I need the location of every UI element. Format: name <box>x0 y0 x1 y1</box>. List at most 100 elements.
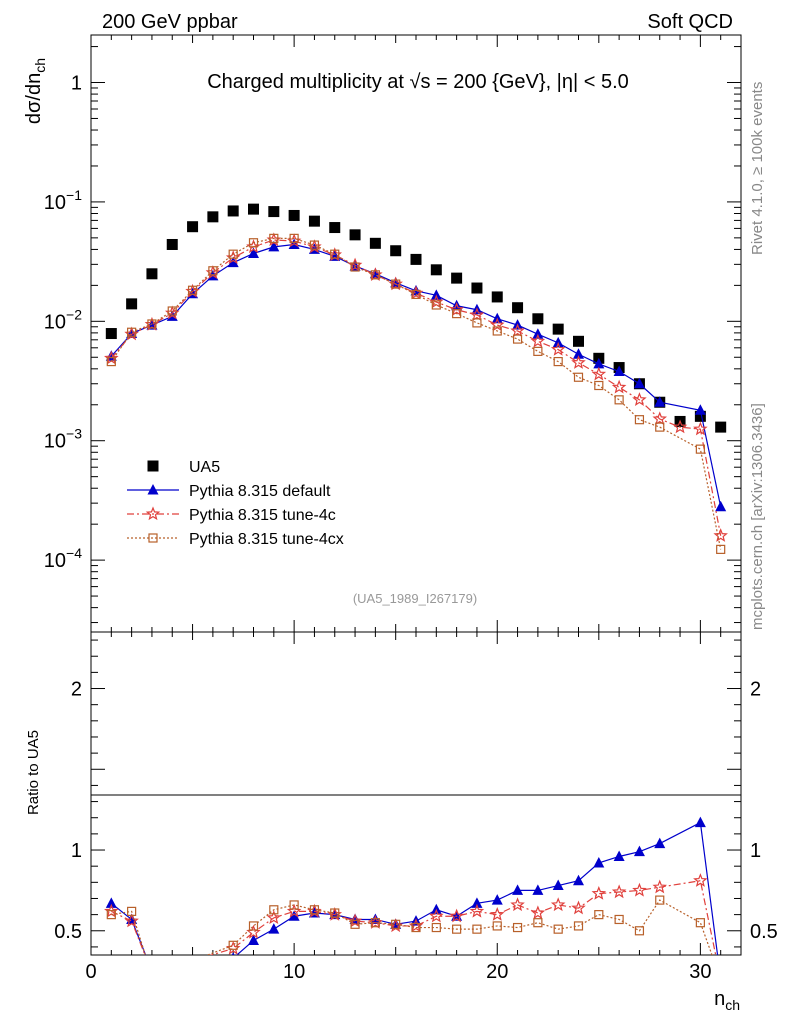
main-point <box>288 209 300 221</box>
main-point <box>715 421 727 433</box>
main-point <box>147 319 157 329</box>
ratio-point <box>715 973 726 984</box>
main-point <box>591 366 607 381</box>
main-point <box>716 544 726 554</box>
ratio-series-0 <box>105 816 726 984</box>
y-tick-label-right: 2 <box>750 679 761 701</box>
main-point <box>489 317 505 332</box>
ratio-point <box>106 910 116 920</box>
ratio-point <box>146 965 157 976</box>
ratio-point <box>593 856 605 868</box>
x-tick-label: 20 <box>486 961 508 983</box>
ratio-point <box>633 845 645 857</box>
main-point <box>452 309 462 319</box>
main-point <box>512 334 523 344</box>
main-point <box>694 410 706 422</box>
main-point <box>532 328 544 339</box>
ratio-series <box>104 816 726 984</box>
ratio-series-line <box>110 821 719 955</box>
x-tick-label: 30 <box>689 961 711 983</box>
ratio-point <box>146 967 157 978</box>
ratio-point <box>634 926 645 936</box>
ratio-point <box>411 922 421 933</box>
ratio-series-line <box>111 899 713 955</box>
main-point <box>127 327 137 337</box>
main-point <box>693 421 708 436</box>
ratio-point <box>347 913 363 928</box>
main-point <box>694 404 706 415</box>
y-tick-label: 10−4 <box>44 545 82 572</box>
ratio-series-2 <box>106 895 713 980</box>
main-point <box>632 392 647 407</box>
main-point <box>126 298 138 310</box>
xlabel: nch <box>714 988 740 1013</box>
main-point <box>715 500 727 512</box>
main-point <box>512 302 524 314</box>
main-point <box>308 215 320 227</box>
main-point <box>208 266 218 276</box>
legend: UA5 Pythia 8.315 default Pythia 8.315 tune… <box>127 459 344 548</box>
main-series-3 <box>106 233 726 554</box>
main-series-line <box>110 237 722 550</box>
main-point <box>391 279 401 289</box>
ratio-point <box>228 940 238 950</box>
ratio-series-line <box>111 880 717 955</box>
main-point <box>289 233 299 243</box>
main-point <box>207 211 219 223</box>
main-point <box>713 528 728 542</box>
svg-text:dσ/dnch: dσ/dnch <box>23 58 48 124</box>
main-point <box>309 240 320 250</box>
axis-ticks: 0 10 20 30 1 10−1 10−2 10−3 10−4 0.5 0.5 1 1 2 2 <box>44 35 778 983</box>
main-point <box>614 395 624 405</box>
ratio-point <box>269 905 279 915</box>
ratio-point <box>632 882 647 897</box>
main-point <box>166 238 178 250</box>
ratio-point <box>571 900 586 915</box>
ratio-point <box>492 921 502 931</box>
ratio-point <box>553 924 563 934</box>
rivet-label: Rivet 4.1.0, ≥ 100k events <box>749 82 766 255</box>
ratio-point <box>148 972 156 980</box>
main-point <box>492 326 502 336</box>
main-point <box>672 419 688 434</box>
main-point <box>369 237 381 249</box>
main-point <box>613 365 625 376</box>
ratio-point <box>613 850 625 861</box>
ratio-point <box>268 923 280 934</box>
main-point <box>451 272 463 284</box>
main-point <box>594 380 604 391</box>
ratio-point <box>127 906 137 916</box>
main-point <box>552 323 564 335</box>
header-right: Soft QCD <box>647 11 733 33</box>
header-left: 200 GeV ppbar <box>102 11 238 33</box>
y-tick-label-right: 1 <box>750 840 761 862</box>
y-tick-label: 1 <box>71 73 82 95</box>
main-point <box>654 396 666 407</box>
chart-title: Charged multiplicity at √s = 200 {GeV}, … <box>207 71 629 93</box>
ratio-point <box>431 922 441 933</box>
ratio-point <box>532 884 544 895</box>
mcplots-label: mcplots.cern.ch [arXiv:1306.3436] <box>749 403 766 630</box>
main-point <box>330 249 340 259</box>
main-point <box>633 377 645 389</box>
ratio-point <box>350 919 360 929</box>
ratio-point <box>471 897 483 908</box>
ratio-point <box>552 879 564 891</box>
main-point <box>349 229 361 241</box>
ratio-point <box>489 906 505 921</box>
main-point <box>491 291 503 303</box>
main-point <box>248 238 259 248</box>
ratio-plot-frame <box>90 631 742 956</box>
main-point <box>187 221 199 233</box>
ratio-point <box>289 900 299 910</box>
legend-marker <box>148 533 158 543</box>
ratio-point <box>512 884 524 895</box>
main-point <box>593 357 605 369</box>
ratio-point <box>573 921 584 931</box>
ratio-series-1 <box>104 873 717 978</box>
legend-marker <box>147 484 159 495</box>
main-point <box>430 264 442 276</box>
main-point <box>105 328 117 340</box>
ratio-point <box>510 897 525 912</box>
ratio-point <box>449 908 464 923</box>
